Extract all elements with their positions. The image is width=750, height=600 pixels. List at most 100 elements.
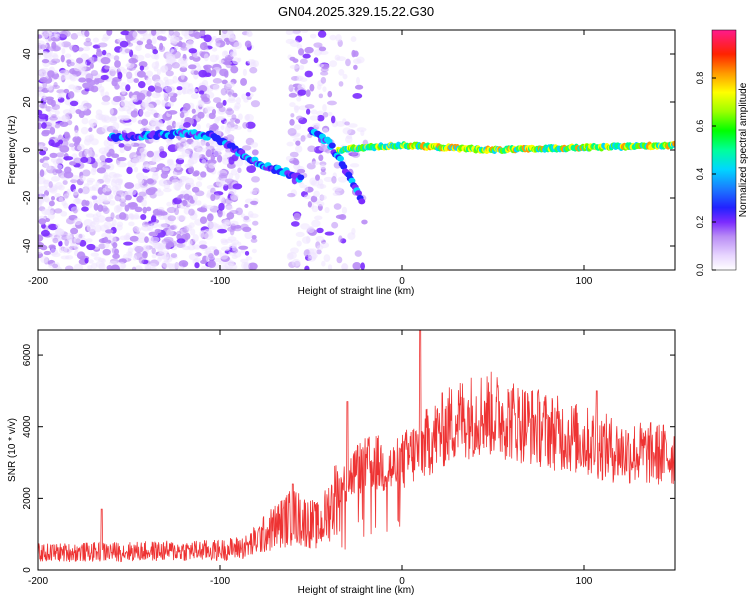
spectral-point [193, 152, 200, 159]
spectral-point [80, 126, 89, 135]
spectral-point [198, 69, 208, 78]
spectral-point [119, 202, 127, 207]
spectral-point [77, 47, 84, 52]
spectral-point [176, 164, 181, 171]
spectrogram-ylabel: Frequency (Hz) [7, 116, 18, 185]
spectral-point [60, 54, 65, 63]
spectral-point [109, 107, 114, 115]
spectral-point [234, 102, 241, 110]
spectral-point [57, 75, 66, 81]
spectral-point [172, 171, 178, 179]
spectral-point [90, 262, 98, 269]
spectral-point [351, 151, 361, 158]
spectral-point [200, 265, 208, 270]
spectral-point [192, 234, 199, 242]
spectral-point [38, 88, 42, 96]
spectral-point [160, 64, 169, 73]
spectral-point [295, 145, 303, 153]
spectral-point [327, 264, 333, 270]
spectral-point [305, 89, 311, 97]
spectral-point [186, 40, 194, 47]
spectral-point [174, 183, 181, 191]
spectral-point [164, 253, 170, 260]
x-tick-label: 100 [576, 276, 593, 287]
spectral-point [352, 93, 363, 99]
spectral-point [289, 64, 300, 70]
spectral-point [88, 127, 93, 132]
spectral-point [97, 204, 104, 212]
spectral-point [338, 235, 343, 243]
spectral-point [188, 48, 198, 54]
spectral-point [290, 247, 299, 254]
spectral-point [188, 83, 194, 92]
spectral-point [109, 260, 118, 266]
spectral-point [61, 139, 69, 148]
spectral-point [360, 129, 365, 137]
spectral-point [352, 58, 362, 65]
spectral-point [86, 224, 96, 233]
spectral-point [84, 257, 89, 264]
spectral-point [244, 203, 249, 209]
spectral-point [304, 104, 315, 109]
spectral-point [151, 30, 157, 36]
spectral-point [181, 86, 187, 95]
spectral-point [40, 255, 49, 264]
spectral-point [170, 253, 178, 258]
spectral-point [289, 119, 295, 126]
spectral-point [105, 229, 114, 234]
spectral-point [128, 202, 138, 210]
y-tick-label: 0 [22, 147, 33, 153]
spectral-point [38, 176, 46, 185]
spectral-point [114, 248, 120, 255]
y-tick-label: -20 [22, 190, 33, 205]
spectral-point [295, 140, 301, 146]
spectral-point [108, 66, 117, 72]
spectral-point [166, 206, 177, 214]
spectral-point [240, 249, 246, 254]
spectral-point [63, 171, 74, 179]
spectral-point [196, 123, 201, 131]
spectral-point [200, 259, 207, 264]
spectral-point [103, 139, 109, 147]
x-tick-label: -100 [210, 276, 230, 287]
spectral-point [195, 181, 203, 188]
spectral-point [243, 262, 250, 270]
spectral-point [227, 91, 233, 97]
spectral-point [139, 147, 147, 155]
spectral-point [92, 220, 100, 225]
spectral-point [170, 224, 177, 231]
spectral-point [42, 156, 50, 161]
spectral-point [307, 201, 312, 208]
spectral-point [249, 86, 257, 93]
spectral-point [329, 60, 338, 68]
spectral-point [141, 199, 147, 207]
spectral-point [333, 203, 342, 210]
spectral-point [204, 232, 214, 240]
spectral-point [73, 263, 84, 270]
spectral-point [51, 30, 59, 34]
spectral-point [147, 85, 156, 92]
spectral-point [69, 143, 75, 148]
spectral-point [224, 151, 231, 158]
spectral-point [318, 93, 324, 99]
spectral-point [289, 151, 299, 158]
spectral-point [299, 58, 308, 65]
spectral-point [92, 37, 100, 43]
spectral-point [233, 125, 242, 130]
trace-point [355, 190, 363, 197]
spectral-point [49, 126, 56, 135]
spectral-point [342, 73, 348, 80]
spectral-point [122, 213, 129, 221]
spectral-point [198, 90, 205, 95]
spectral-point [166, 137, 173, 146]
spectral-point [83, 138, 92, 146]
spectral-point [319, 183, 324, 189]
spectral-point [245, 121, 256, 129]
spectral-point [75, 233, 86, 239]
spectral-point [299, 64, 305, 71]
spectral-point [161, 36, 167, 42]
spectral-point [285, 30, 294, 35]
spectral-point [100, 74, 109, 81]
spectral-point [64, 53, 72, 59]
spectral-point [101, 118, 107, 123]
